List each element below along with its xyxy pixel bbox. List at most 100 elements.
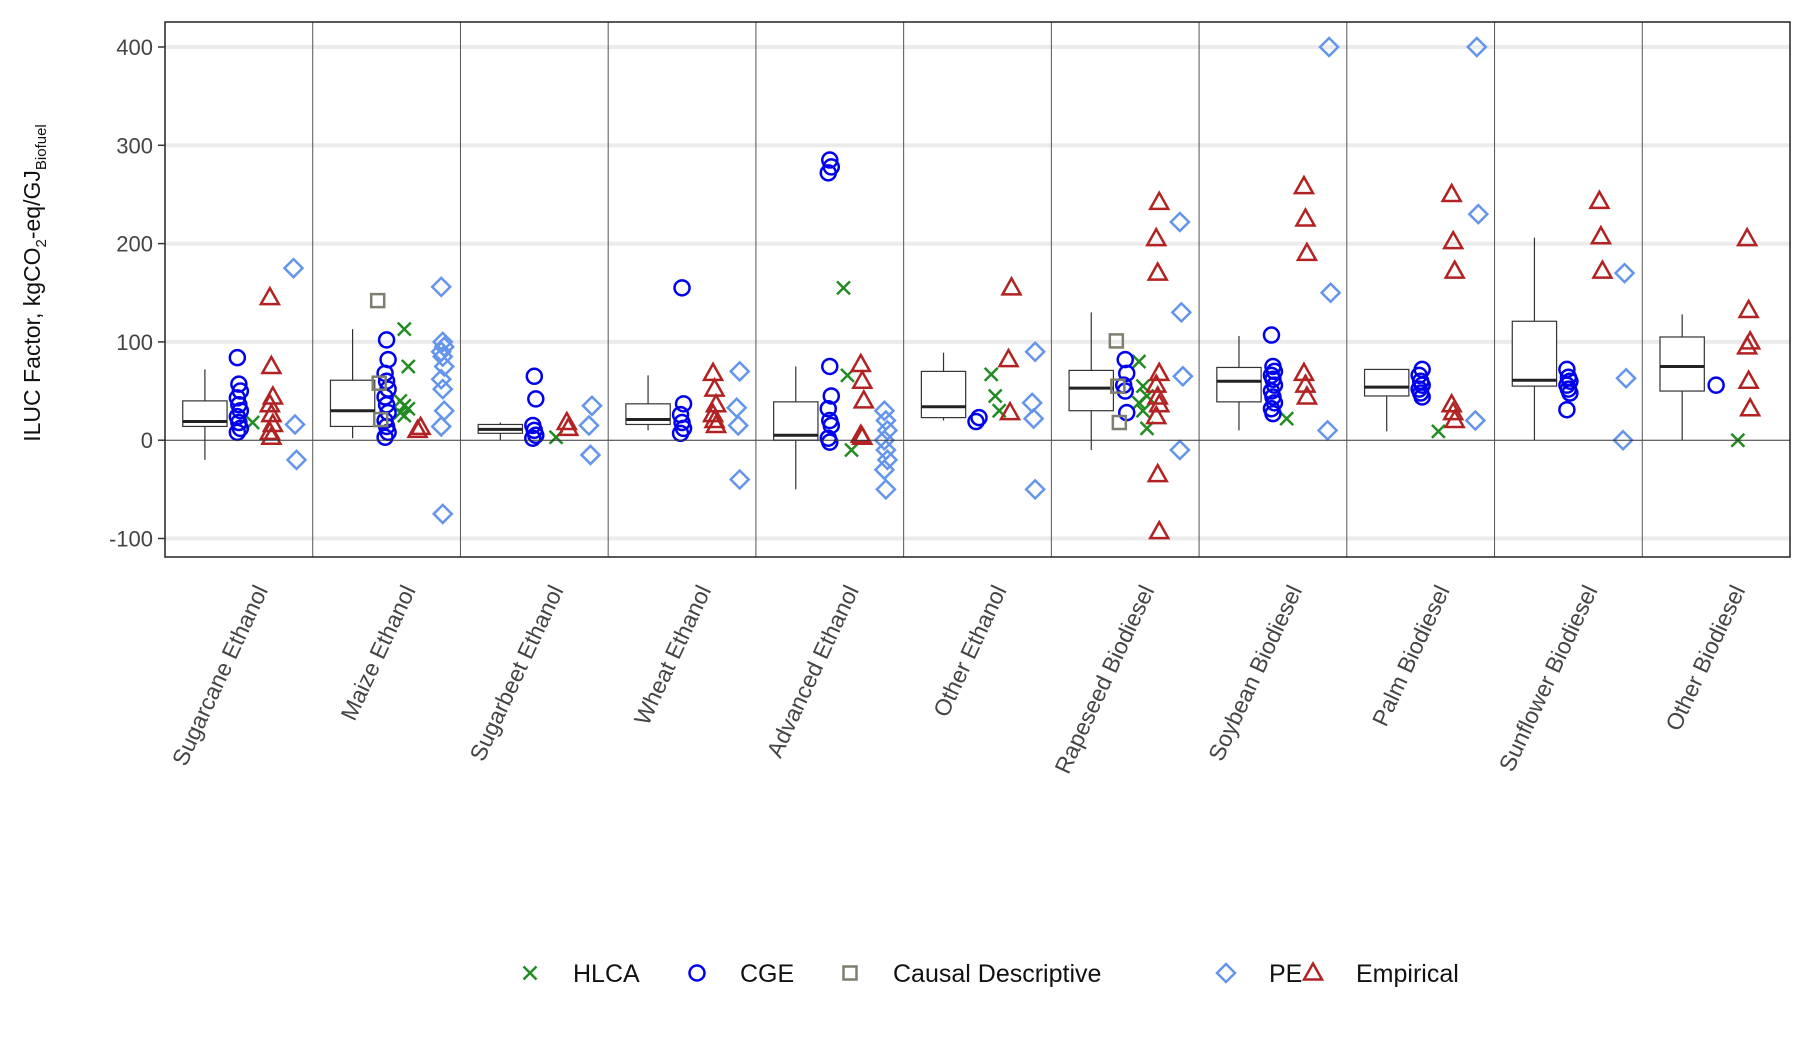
point-empirical [704,413,728,434]
point-pe [581,395,603,417]
point-hlca [400,401,416,417]
box-iqr [1511,320,1558,387]
point-pe [873,399,896,422]
point-causal-descriptive [1110,378,1126,394]
point-empirical [1442,400,1465,421]
point-pe [1612,429,1634,451]
point-pe [873,429,896,451]
point-pe [725,396,748,419]
plot-border [164,21,1791,558]
y-axis-title: ILUC Factor, kgCO2-eq/GJBiofuel [19,124,50,442]
gridlines [165,45,1790,541]
legend-label-empirical: Empirical [1356,960,1459,988]
point-pe [433,399,455,422]
x-mark-stroke [1279,411,1295,426]
point-pe [876,419,899,442]
plot-frame [164,21,1791,558]
point-pe [1022,407,1045,430]
point-empirical [406,418,429,439]
x-mark-stroke [844,442,859,458]
point-cge [1117,364,1136,383]
x-mark-stroke [836,280,851,296]
point-pe [1169,211,1191,233]
point-causal-descriptive [372,411,389,428]
point-pe [1615,367,1637,390]
point-hlca [836,280,851,296]
box-iqr [1363,368,1410,397]
point-hlca [1131,354,1147,369]
point-pe [875,478,897,501]
x-category-label: Palm Biodiesel [1367,581,1455,730]
point-empirical [1588,189,1611,210]
box-iqr [1659,336,1705,392]
point-cge [524,429,542,447]
legend-marker-cge [688,964,706,982]
point-hlca [396,321,412,337]
point-empirical [1735,334,1759,355]
point-cge [674,395,693,413]
box-iqr [920,370,967,419]
legend-marker-causal-descriptive [842,965,858,981]
x-category-label: Sugarcane Ethanol [167,581,273,769]
point-empirical [703,377,726,397]
point-cge [821,433,839,451]
point-hlca [1135,403,1151,419]
point-pe [430,415,452,438]
point-empirical [849,352,872,373]
point-pe [727,414,749,437]
point-pe [1169,439,1191,461]
point-causal-descriptive [1111,414,1128,431]
point-pe [284,413,306,436]
point-cge [1558,400,1576,419]
point-empirical [1295,241,1319,262]
point-cge [819,399,838,418]
point-pe [1467,203,1490,225]
point-cge [228,389,247,407]
x-category-label: Maize Ethanol [335,581,420,724]
box-iqr [625,403,671,426]
point-empirical [1000,275,1023,296]
y-tick-label: 100 [116,330,153,355]
point-pe [1170,301,1193,324]
point-cge [527,390,545,408]
point-cge [231,419,250,438]
point-cge [1561,384,1579,402]
point-pe [873,458,896,481]
point-empirical [1146,384,1169,405]
point-causal-descriptive [369,292,386,309]
point-empirical [1292,174,1316,195]
point-empirical [1443,408,1466,429]
x-mark-stroke [1131,395,1147,411]
point-pe [430,368,452,391]
point-empirical [1443,259,1466,279]
point-cge [1413,388,1431,406]
legend-label-cge: CGE [740,960,794,988]
legend-label-pe: PE [1269,960,1302,988]
point-empirical [1589,224,1613,245]
y-axis-title-sub1: 2 [33,239,50,247]
point-empirical [1146,462,1169,483]
legend-marker-pe [1215,962,1237,984]
point-empirical [555,410,578,431]
legend-label-causal-descriptive: Causal Descriptive [893,960,1101,988]
point-empirical [1737,298,1760,319]
legend-label-hlca: HLCA [573,960,640,988]
point-causal-descriptive [1108,333,1125,349]
point-cge [822,387,841,405]
data-points [228,36,1762,540]
x-mark-stroke [522,965,538,981]
point-pe [1464,409,1487,432]
point-pe [431,503,454,525]
x-mark-stroke [991,403,1007,419]
point-cge [377,331,396,349]
x-mark-stroke [400,359,416,374]
point-pe [728,360,751,383]
point-hlca [1431,423,1446,439]
point-empirical [1146,261,1169,281]
point-hlca [396,408,412,424]
point-pe [1024,340,1046,363]
point-empirical [851,425,874,446]
legend: HLCA CGE Causal Descriptive PE Empirical [522,960,1459,988]
point-empirical [557,416,580,437]
